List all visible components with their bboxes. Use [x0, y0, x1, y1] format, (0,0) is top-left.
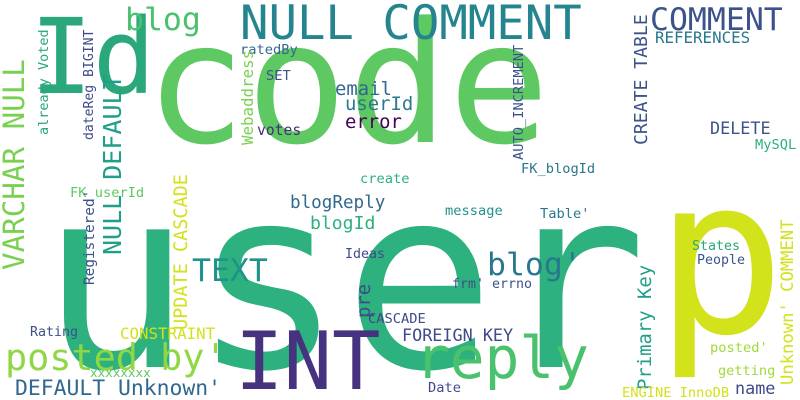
word-constraint: CONSTRAINT	[120, 324, 216, 343]
word-email: email	[335, 78, 392, 100]
word-people: People	[697, 253, 746, 268]
word-user: user	[40, 134, 647, 400]
word-getting: getting	[718, 363, 776, 379]
word-ideas: Ideas	[345, 247, 386, 262]
word-blog: blog	[125, 2, 201, 38]
word-primary-key: Primary Key	[634, 264, 656, 390]
word-mysql: MySQL	[755, 137, 797, 153]
word-update-cascade: UPDATE CASCADE	[171, 174, 192, 330]
word-fk-userid: FK_userId	[70, 185, 145, 201]
word-blogid: blogId	[310, 213, 376, 234]
word-set: SET	[266, 68, 291, 84]
word-rating: Rating	[30, 325, 79, 340]
word-p: p	[655, 132, 786, 384]
word-text: TEXT	[192, 253, 268, 289]
word-varchar-null: VARCHAR NULL	[0, 59, 31, 270]
word-date: Date	[428, 380, 461, 396]
word-code: code	[145, 0, 550, 182]
word-unknown-comment: Unknown' COMMENT	[778, 219, 798, 385]
word-reply: reply	[415, 324, 589, 392]
word-posted-by: posted by'	[5, 336, 227, 379]
word-states: States	[692, 239, 741, 254]
word-create: create	[360, 171, 410, 187]
word-registered: Registered'	[82, 189, 98, 285]
word-posted: posted'	[710, 340, 768, 356]
word-comment: COMMENT	[650, 2, 783, 38]
word-name: name	[735, 378, 776, 398]
word-foreign-key: FOREIGN KEY	[402, 325, 514, 345]
word-create-table: CREATE TABLE	[631, 14, 652, 145]
word-int: INT	[235, 315, 381, 400]
word-auto-increment: AUTO_INCREMENT	[511, 44, 527, 160]
word-delete: DELETE	[710, 118, 771, 138]
word-table: Table'	[540, 206, 590, 222]
word-cascade: CASCADE	[368, 311, 426, 327]
word-message: message	[445, 203, 503, 219]
word-default-unknown: DEFAULT Unknown'	[15, 376, 222, 400]
word-null-default: NULL DEFAULT	[98, 74, 127, 255]
word-xxxxxxxx: xxxxxxxx	[90, 365, 151, 380]
word-id: Id	[30, 0, 156, 118]
word-null-comment: NULL COMMENT	[240, 0, 582, 51]
word-already-voted: already Voted	[36, 29, 52, 135]
word-votes: votes	[257, 122, 302, 139]
word-references: REFERENCES	[655, 28, 751, 47]
word-fk-blogid: FK_blogId	[521, 161, 596, 177]
word-webaddress: Webaddress	[238, 49, 257, 145]
word-userid: userId	[345, 93, 414, 115]
word-blogreply: blogReply	[290, 193, 386, 213]
word-error: error	[345, 111, 402, 133]
word-blog-quoted: blog'	[487, 247, 582, 283]
word-engine-innodb: ENGINE InnoDB	[622, 385, 730, 400]
word-frm-errno: frm' errno	[452, 277, 533, 292]
word-datereg-bigint: dateReg BIGINT	[82, 29, 97, 140]
word-ratedby: ratedBy	[240, 42, 298, 58]
